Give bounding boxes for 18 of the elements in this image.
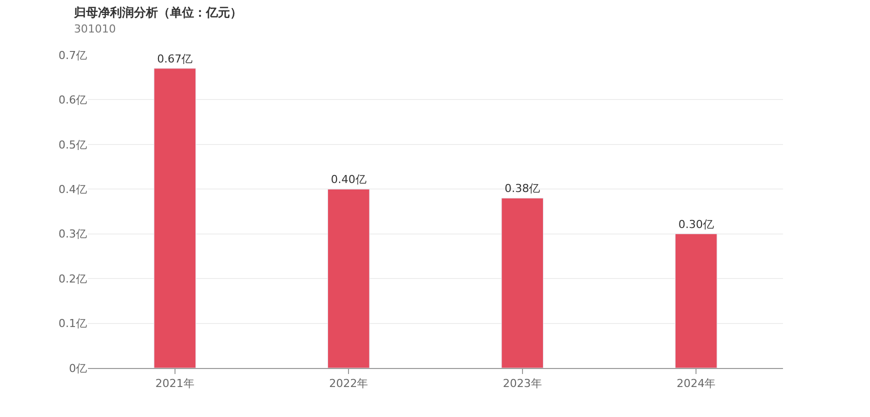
y-tick-label: 0.2亿 bbox=[58, 272, 87, 286]
x-tick-label: 2021年 bbox=[155, 377, 194, 390]
y-tick-label: 0.4亿 bbox=[58, 182, 87, 196]
x-tick-label: 2024年 bbox=[676, 377, 716, 390]
y-tick-label: 0亿 bbox=[69, 362, 87, 375]
y-tick-label: 0.3亿 bbox=[58, 228, 87, 241]
x-tick-label: 2022年 bbox=[329, 377, 368, 390]
y-tick-label: 0.6亿 bbox=[58, 94, 87, 107]
y-tick-label: 0.5亿 bbox=[58, 138, 87, 152]
data-label: 0.30亿 bbox=[678, 218, 714, 231]
data-label: 0.40亿 bbox=[330, 173, 366, 186]
y-tick-label: 0.1亿 bbox=[58, 317, 87, 330]
x-tick-label: 2023年 bbox=[502, 377, 542, 390]
chart-subtitle: 301010 bbox=[74, 22, 116, 36]
data-label: 0.38亿 bbox=[504, 182, 540, 196]
y-tick-label: 0.7亿 bbox=[58, 48, 87, 62]
chart-title: 归母净利润分析（单位：亿元） bbox=[72, 6, 242, 20]
data-label: 0.67亿 bbox=[157, 52, 193, 66]
